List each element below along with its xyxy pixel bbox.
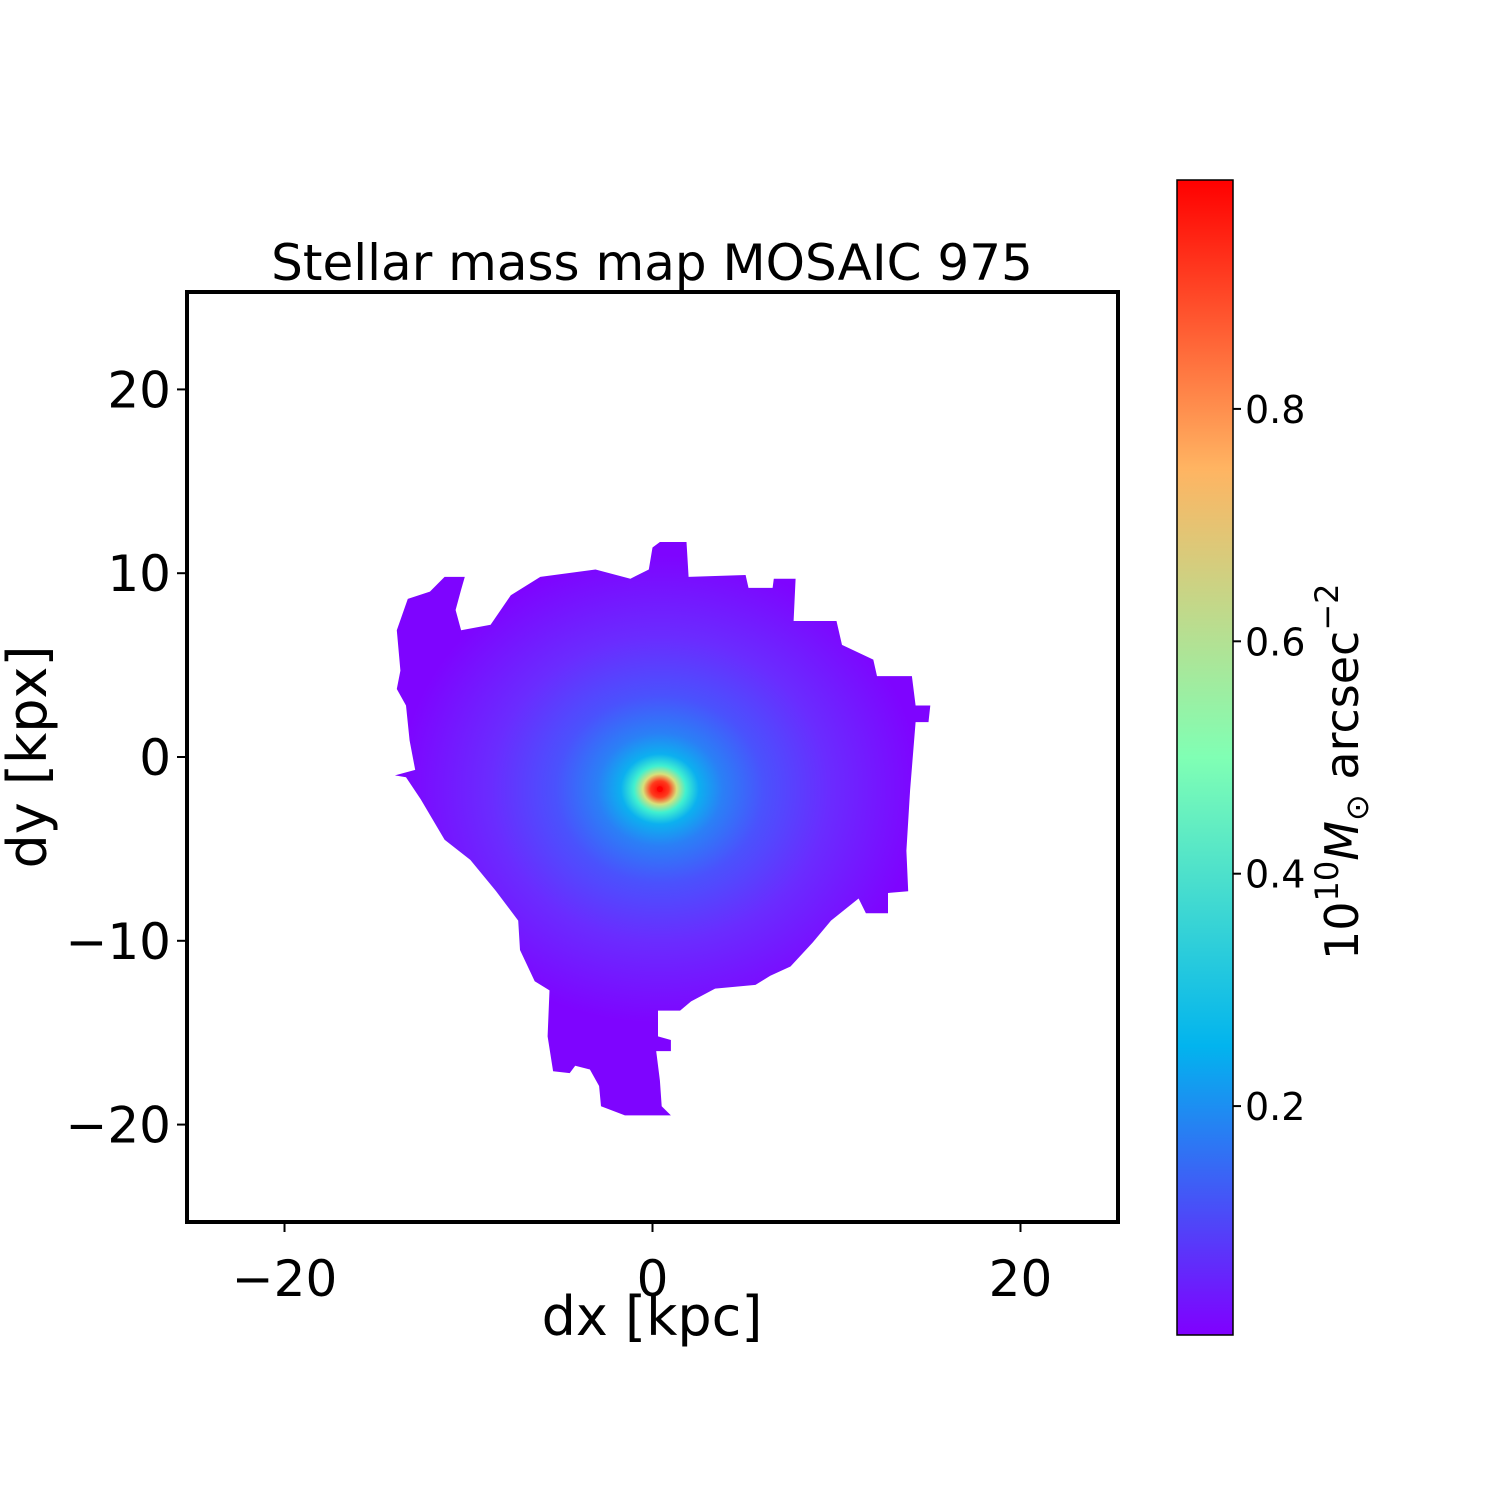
colorbar	[1176, 179, 1234, 1336]
y-axis-label: dy [kpx]	[0, 645, 59, 868]
colorbar-tick-label: 0.6	[1245, 620, 1305, 664]
x-axis: −20 0 20	[232, 1222, 1053, 1308]
stellar-mass-region	[394, 542, 931, 1116]
chart-title: Stellar mass map MOSAIC 975	[271, 234, 1033, 292]
colorbar-axis: 0.2 0.4 0.6 0.8	[1233, 388, 1305, 1129]
x-tick-label: −20	[232, 1250, 338, 1308]
plot-area	[394, 542, 931, 1116]
colorbar-tick-label: 0.8	[1245, 388, 1305, 432]
y-tick-label: 10	[107, 545, 171, 603]
x-axis-label: dx [kpc]	[542, 1285, 763, 1348]
y-axis: −20 −10 0 10 20	[65, 361, 187, 1155]
x-tick-label: 0	[637, 1250, 669, 1308]
x-tick-label: 20	[989, 1250, 1053, 1308]
y-tick-label: 0	[139, 729, 171, 787]
mass-peak	[656, 786, 663, 793]
y-tick-label: −10	[65, 913, 171, 971]
colorbar-label: 1010M⊙ arcsec−2	[1308, 583, 1376, 960]
colorbar-tick-label: 0.2	[1245, 1085, 1305, 1129]
y-tick-label: 20	[107, 361, 171, 419]
y-tick-label: −20	[65, 1097, 171, 1155]
colorbar-tick-label: 0.4	[1245, 853, 1305, 897]
